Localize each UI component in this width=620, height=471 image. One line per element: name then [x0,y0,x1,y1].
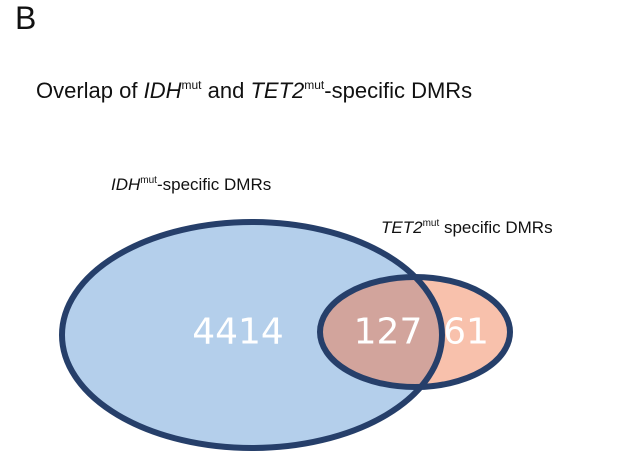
title-suffix: -specific DMRs [324,78,473,103]
overlap-region [320,277,442,387]
title-superscript-1: mut [181,78,202,92]
count-idh-only: 4414 [192,312,284,353]
set-circle-idh-outline [59,219,445,451]
set-circle-tet2-outline [317,274,513,390]
count-overlap: 127 [354,312,423,353]
set-label-tet2-rest: specific DMRs [439,218,553,237]
set-circle-idh [62,222,442,448]
set-label-idh-superscript: mut [140,175,157,186]
title-gene-2: TET2 [250,78,305,103]
panel-letter: B [15,0,37,36]
title-mid: and [201,78,251,103]
set-label-tet2: TET2mut specific DMRs [381,218,553,238]
title-prefix: Overlap of [36,78,144,103]
count-tet2-only: 61 [443,312,489,353]
set-label-tet2-gene: TET2 [381,218,423,237]
set-label-idh: IDHmut-specific DMRs [111,175,271,195]
set-label-tet2-superscript: mut [422,218,440,229]
set-label-idh-gene: IDH [111,175,141,194]
title-gene-1: IDH [143,78,182,103]
set-label-idh-rest: -specific DMRs [156,175,272,194]
title-superscript-2: mut [304,78,325,92]
figure-title: Overlap of IDHmut and TET2mut-specific D… [36,78,472,104]
